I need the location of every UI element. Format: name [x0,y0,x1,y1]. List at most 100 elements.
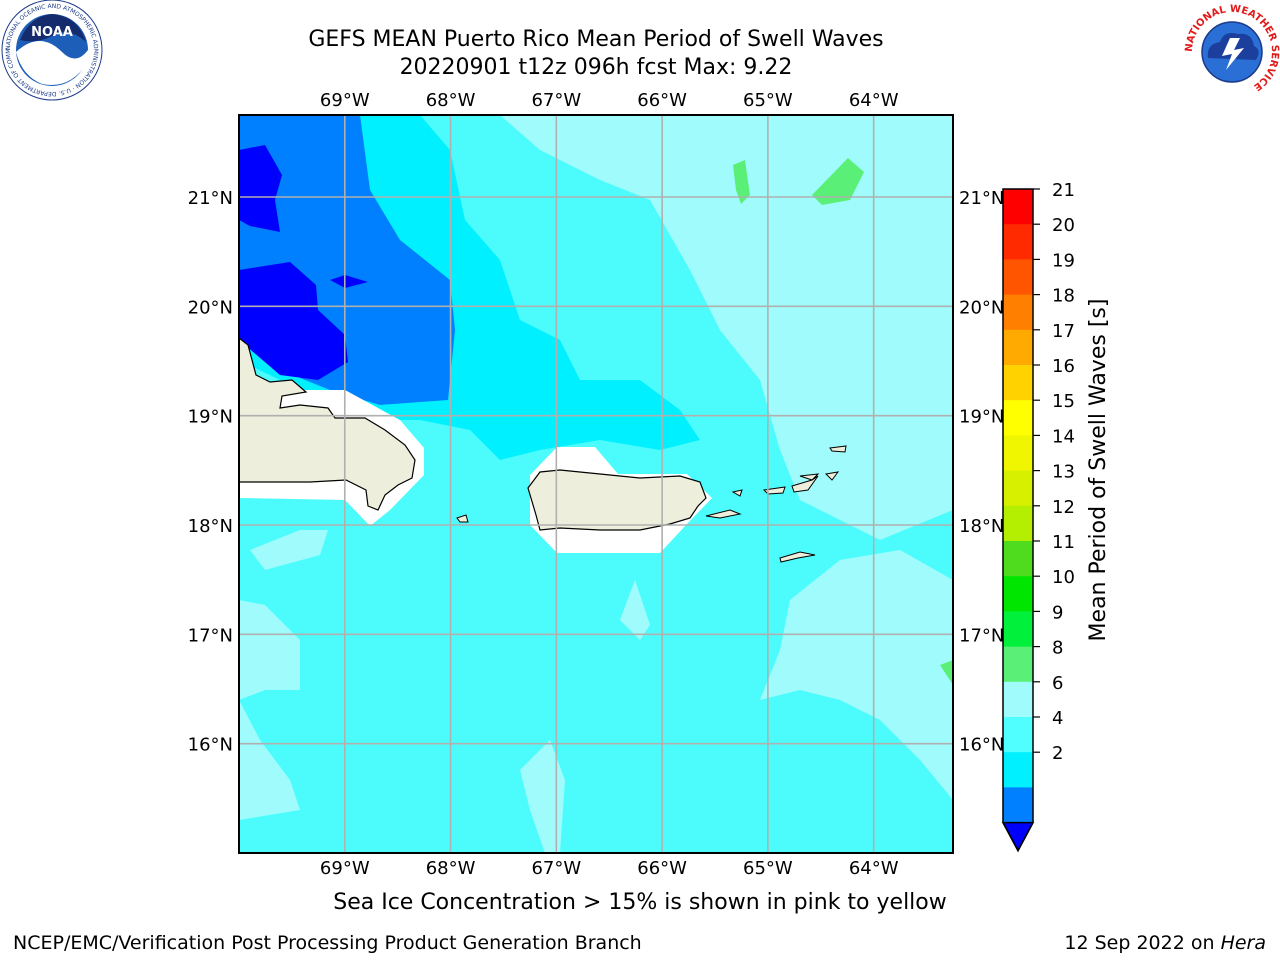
field-deep-blue-2 [239,262,348,380]
colorbar-swatch [1003,576,1033,612]
lat-label-right: 18°N [959,516,1004,537]
colorbar-tick-label: 14 [1052,426,1075,447]
field-green-3 [940,660,953,685]
noaa-text: NOAA [31,25,73,40]
field-light-southwest [239,600,300,820]
lat-label-left: 20°N [188,297,233,318]
field-light-patch3 [915,122,930,155]
lat-label-right: 20°N [959,297,1004,318]
colorbar-swatch [1003,365,1033,401]
colorbar-swatch [1003,259,1033,296]
sea-ice-note: Sea Ice Concentration > 15% is shown in … [0,890,1280,915]
colorbar-frame [1002,188,1034,853]
colorbar-tick-label: 19 [1052,250,1075,271]
field-green-1 [733,160,750,204]
colorbar-tick-label: 4 [1052,708,1063,729]
lon-label-bottom: 67°W [531,858,581,879]
colorbar-tick-label: 6 [1052,673,1063,694]
gridlines [239,115,953,853]
colorbar-swatch [1003,435,1033,472]
field-green-2 [812,158,864,205]
land-tortola [799,473,820,481]
land-vieques [705,509,742,519]
footer-date-text: 12 Sep 2022 on [1064,932,1221,954]
lon-label-bottom: 65°W [743,858,793,879]
lon-label-top: 65°W [743,90,793,111]
lon-labels-top: 69°W 68°W 67°W 66°W 65°W 64°W [320,90,899,111]
field-light-south [520,740,565,853]
lon-label-top: 64°W [849,90,899,111]
lon-label-top: 67°W [531,90,581,111]
field-light-patch2 [250,530,328,570]
lat-label-left: 21°N [188,188,233,209]
lon-label-top: 68°W [426,90,476,111]
colorbar-ticks: 21 20 19 18 17 16 15 14 13 12 11 10 9 8 6 4 2 [1033,180,1075,764]
noaa-logo: NATIONAL OCEANIC AND ATMOSPHERIC ADMINIS… [0,0,103,101]
chart-title: GEFS MEAN Puerto Rico Mean Period of Swe… [308,27,884,52]
lat-label-right: 16°N [959,735,1004,756]
footer-host: Hera [1220,932,1266,954]
colorbar-tick-label: 10 [1052,567,1075,588]
lat-labels-right: 21°N 20°N 19°N 18°N 17°N 16°N [959,188,1004,756]
lon-label-bottom: 68°W [426,858,476,879]
lat-label-right: 21°N [959,188,1004,209]
colorbar-tick-label: 16 [1052,356,1075,377]
field-light-southeast [760,550,953,800]
lat-label-right: 19°N [959,407,1004,428]
lon-label-bottom: 66°W [637,858,687,879]
colorbar-swatch [1003,646,1033,683]
colorbar-swatch [1003,611,1033,648]
lat-label-left: 19°N [188,407,233,428]
colorbar-swatch [1003,470,1033,507]
lon-label-bottom: 64°W [849,858,899,879]
lon-label-top: 69°W [320,90,370,111]
colorbar-swatch [1003,189,1033,225]
land-hispaniola [239,337,416,511]
field-light-east [500,115,953,540]
colorbar-tick-label: 15 [1052,391,1075,412]
lat-labels-left: 21°N 20°N 19°N 18°N 17°N 16°N [188,188,233,756]
colorbar-tick-label: 18 [1052,286,1075,307]
chart-subtitle: 20220901 t12z 096h fcst Max: 9.22 [399,55,793,80]
colorbar-tick-label: 8 [1052,638,1063,659]
colorbar-swatch [1003,400,1033,436]
colorbar-tick-label: 20 [1052,215,1075,236]
colorbar-swatch [1003,294,1033,331]
lon-label-top: 66°W [637,90,687,111]
lat-label-left: 17°N [188,625,233,646]
land-st-john [791,475,819,493]
colorbar: 21 20 19 18 17 16 15 14 13 12 11 10 9 8 6 4 2 Mean Perio… [1001,180,1111,853]
lon-labels-bottom: 69°W 68°W 67°W 66°W 65°W 64°W [320,858,899,879]
colorbar-extend-arrow [1001,821,1035,853]
land-puerto-rico [527,469,707,531]
lon-label-bottom: 69°W [320,858,370,879]
nws-logo: NATIONAL WEATHER SERVICE [1184,4,1280,98]
colorbar-tick-label: 21 [1052,180,1075,201]
colorbar-swatch [1003,541,1033,577]
lat-label-left: 16°N [188,735,233,756]
colorbar-tick-label: 2 [1052,743,1063,764]
footer-branch: NCEP/EMC/Verification Post Processing Pr… [13,932,642,954]
colorbar-tick-label: 11 [1052,532,1075,553]
colorbar-swatch [1003,681,1033,718]
lat-label-right: 17°N [959,625,1004,646]
map-frame [238,114,954,854]
land-st-croix [779,551,816,563]
swell-period-field [239,115,953,853]
land-anegada [829,445,847,453]
land-virgin-gorda [824,471,840,481]
colorbar-label: Mean Period of Swell Waves [s] [1086,299,1111,642]
colorbar-tick-label: 9 [1052,602,1063,623]
colorbar-swatch [1003,224,1033,260]
field-light-patch [620,580,650,640]
land-mona [456,514,469,523]
colorbar-swatch [1003,717,1033,753]
sea-ice-note-text: Sea Ice Concentration > 15% is shown in … [333,890,947,915]
colorbar-swatch [1003,329,1033,366]
colorbar-swatch [1003,787,1033,824]
lat-label-left: 18°N [188,516,233,537]
footer-date: 12 Sep 2022 on Hera [1064,932,1266,954]
colorbar-swatch [1003,752,1033,788]
colorbar-swatches [1001,188,1035,853]
